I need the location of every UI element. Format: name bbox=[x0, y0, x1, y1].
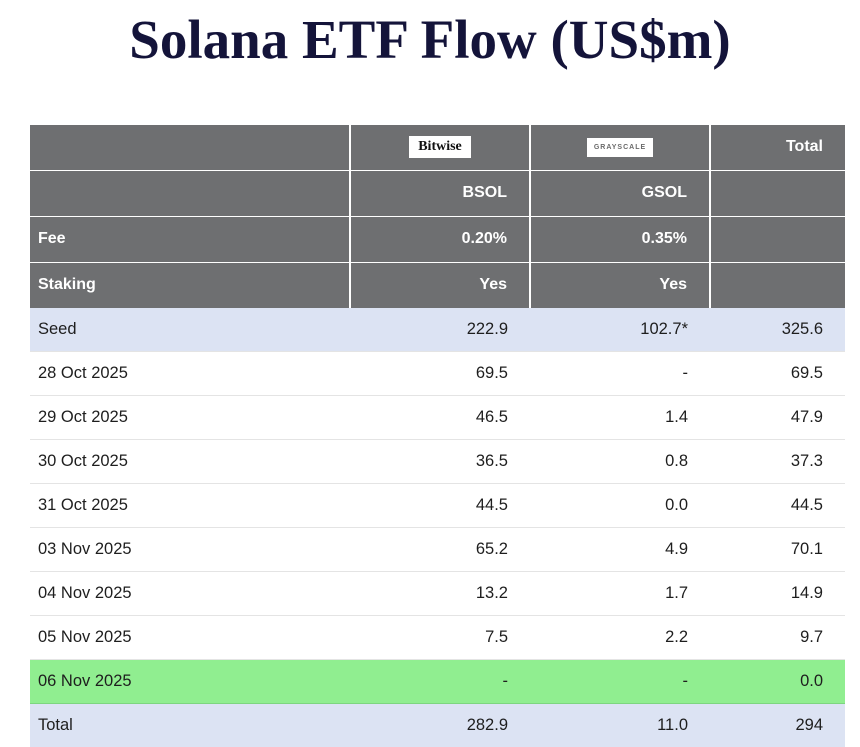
etf-flow-table: Bitwise GRAYSCALE Total BSOL GSOL Fee 0.… bbox=[30, 124, 845, 747]
total-column-header: Total bbox=[709, 124, 845, 171]
staking-row: Staking Yes Yes bbox=[30, 261, 845, 308]
grayscale-logo: GRAYSCALE bbox=[586, 137, 654, 157]
gsol-value: 1.7 bbox=[530, 571, 710, 616]
gsol-value: 2.2 bbox=[530, 615, 710, 660]
row-label: Seed bbox=[30, 307, 350, 352]
total-value: 70.1 bbox=[710, 527, 845, 572]
ticker-header-row: BSOL GSOL bbox=[30, 169, 845, 217]
table-header: Bitwise GRAYSCALE Total BSOL GSOL Fee 0.… bbox=[30, 124, 845, 308]
grayscale-header-cell: GRAYSCALE bbox=[529, 124, 710, 171]
bsol-value: - bbox=[350, 659, 530, 704]
table-row: 29 Oct 2025 46.5 1.4 47.9 bbox=[30, 395, 845, 440]
total-value: 69.5 bbox=[710, 351, 845, 396]
gsol-value: - bbox=[530, 659, 710, 704]
table-row: 05 Nov 2025 7.5 2.2 9.7 bbox=[30, 615, 845, 660]
gsol-value: 11.0 bbox=[530, 703, 710, 747]
page-title: Solana ETF Flow (US$m) bbox=[129, 9, 731, 70]
bsol-value: 65.2 bbox=[350, 527, 530, 572]
fee-label: Fee bbox=[30, 215, 350, 263]
logo-header-row: Bitwise GRAYSCALE Total bbox=[30, 124, 845, 171]
table-row: 04 Nov 2025 13.2 1.7 14.9 bbox=[30, 571, 845, 616]
table-row: 31 Oct 2025 44.5 0.0 44.5 bbox=[30, 483, 845, 528]
bsol-value: 13.2 bbox=[350, 571, 530, 616]
empty-cell bbox=[709, 261, 845, 308]
gsol-value: - bbox=[530, 351, 710, 396]
empty-cell bbox=[30, 169, 350, 217]
row-label: 31 Oct 2025 bbox=[30, 483, 350, 528]
bitwise-staking: Yes bbox=[349, 261, 530, 308]
staking-label: Staking bbox=[30, 261, 350, 308]
table-row: Total 282.9 11.0 294 bbox=[30, 703, 845, 747]
total-value: 14.9 bbox=[710, 571, 845, 616]
row-label: 05 Nov 2025 bbox=[30, 615, 350, 660]
row-label: 28 Oct 2025 bbox=[30, 351, 350, 396]
grayscale-staking: Yes bbox=[529, 261, 710, 308]
table-body: Seed 222.9 102.7* 325.6 28 Oct 2025 69.5-69.5… bbox=[30, 307, 845, 747]
total-value: 44.5 bbox=[710, 483, 845, 528]
row-label: 03 Nov 2025 bbox=[30, 527, 350, 572]
total-value: 325.6 bbox=[710, 307, 845, 352]
total-value: 0.0 bbox=[710, 659, 845, 704]
gsol-value: 102.7* bbox=[530, 307, 710, 352]
bitwise-fee: 0.20% bbox=[349, 215, 530, 263]
row-label: Total bbox=[30, 703, 350, 747]
bitwise-logo: Bitwise bbox=[409, 136, 471, 159]
table-row: 30 Oct 2025 36.5 0.8 37.3 bbox=[30, 439, 845, 484]
table-row: Seed 222.9 102.7* 325.6 bbox=[30, 307, 845, 352]
table-row: 03 Nov 2025 65.2 4.9 70.1 bbox=[30, 527, 845, 572]
bsol-value: 36.5 bbox=[350, 439, 530, 484]
bsol-value: 282.9 bbox=[350, 703, 530, 747]
bsol-value: 69.5 bbox=[350, 351, 530, 396]
total-value: 47.9 bbox=[710, 395, 845, 440]
bsol-value: 46.5 bbox=[350, 395, 530, 440]
gsol-value: 1.4 bbox=[530, 395, 710, 440]
bsol-value: 7.5 bbox=[350, 615, 530, 660]
total-value: 9.7 bbox=[710, 615, 845, 660]
bsol-value: 222.9 bbox=[350, 307, 530, 352]
total-value: 37.3 bbox=[710, 439, 845, 484]
empty-cell bbox=[30, 124, 350, 171]
bsol-value: 44.5 bbox=[350, 483, 530, 528]
table-row: 28 Oct 2025 69.5-69.5 bbox=[30, 351, 845, 396]
gsol-value: 0.0 bbox=[530, 483, 710, 528]
fee-row: Fee 0.20% 0.35% bbox=[30, 215, 845, 263]
row-label: 30 Oct 2025 bbox=[30, 439, 350, 484]
gsol-value: 0.8 bbox=[530, 439, 710, 484]
empty-cell bbox=[709, 215, 845, 263]
row-label: 29 Oct 2025 bbox=[30, 395, 350, 440]
row-label: 04 Nov 2025 bbox=[30, 571, 350, 616]
row-label: 06 Nov 2025 bbox=[30, 659, 350, 704]
grayscale-fee: 0.35% bbox=[529, 215, 710, 263]
gsol-value: 4.9 bbox=[530, 527, 710, 572]
gsol-ticker: GSOL bbox=[529, 169, 710, 217]
table-row: 06 Nov 2025- -0.0 bbox=[30, 659, 845, 704]
empty-cell bbox=[709, 169, 845, 217]
bsol-ticker: BSOL bbox=[349, 169, 530, 217]
total-value: 294 bbox=[710, 703, 845, 747]
bitwise-header-cell: Bitwise bbox=[349, 124, 530, 171]
